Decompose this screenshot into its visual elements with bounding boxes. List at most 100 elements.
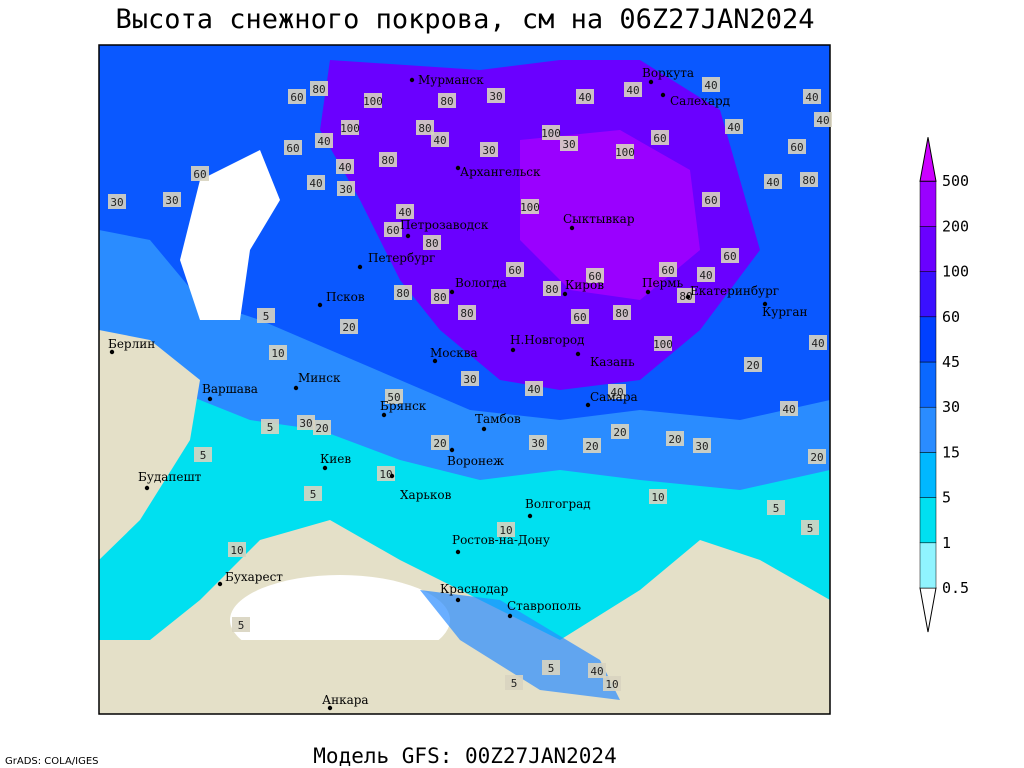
city-dot (405, 233, 411, 239)
contour-label: 20 (613, 426, 626, 439)
contour-label: 60 (508, 264, 521, 277)
contour-label-box (284, 140, 302, 155)
city-dot (660, 92, 666, 98)
contour-label: 100 (363, 95, 383, 108)
title: Высота снежного покрова, см на 06Z27JAN2… (116, 4, 815, 35)
contour-label: 80 (312, 83, 325, 96)
city-label: Киров (565, 278, 604, 292)
contour-label-box (228, 542, 246, 557)
contour-label-box (721, 248, 739, 263)
contour-label-box (384, 222, 402, 237)
contour-label-box (702, 192, 720, 207)
model-label: Модель GFS: 00Z27JAN2024 (313, 744, 616, 768)
contour-label-box (385, 389, 403, 404)
colorbar-box (919, 226, 937, 272)
contour-label: 30 (562, 138, 575, 151)
contour-label: 40 (610, 386, 623, 399)
contour-label: 40 (816, 114, 829, 127)
contour-label-box (603, 676, 621, 691)
contour-label: 40 (766, 176, 779, 189)
contour-label: 10 (271, 347, 284, 360)
contour-label: 5 (263, 310, 270, 323)
city-label: Псков (326, 290, 365, 304)
contour-label-box (341, 120, 359, 135)
city-dot (575, 351, 581, 357)
contour-label: 80 (425, 237, 438, 250)
city-label: Вологда (455, 276, 507, 290)
contour-label: 5 (511, 677, 518, 690)
colorbar-label: 0.5 (942, 579, 969, 597)
contour-label: 40 (433, 134, 446, 147)
contour-label-box (571, 309, 589, 324)
contour-label: 80 (396, 287, 409, 300)
colorbar-label: 15 (942, 443, 960, 461)
contour-label-box (431, 435, 449, 450)
contour-label-box (764, 174, 782, 189)
contour-label: 20 (315, 422, 328, 435)
city-label: Петрозаводск (400, 218, 489, 232)
contour-label-box (788, 139, 806, 154)
contour-label: 30 (482, 144, 495, 157)
contour-label: 40 (317, 135, 330, 148)
contour-label: 60 (790, 141, 803, 154)
city-dot (569, 225, 575, 231)
contour-label: 5 (773, 502, 780, 515)
colorbar-box (919, 361, 937, 408)
contour-label-box (744, 357, 762, 372)
contour-label-box (194, 447, 212, 462)
contour-label: 60 (661, 264, 674, 277)
contour-label-box (313, 420, 331, 435)
contour-label: 60 (573, 311, 586, 324)
contour-label: 100 (653, 338, 673, 351)
colorbar-label: 60 (942, 308, 960, 326)
city-dot (293, 385, 299, 391)
contour-label: 60 (386, 224, 399, 237)
contour-label: 5 (200, 449, 207, 462)
city-dot (322, 465, 328, 471)
contour-label: 60 (704, 194, 717, 207)
contour-label: 30 (339, 183, 352, 196)
colorbar-label: 100 (942, 263, 969, 281)
contour-label-box (666, 431, 684, 446)
contour-label: 5 (267, 421, 274, 434)
colorbar-over (919, 137, 937, 182)
contour-label: 40 (727, 121, 740, 134)
contour-label: 30 (165, 194, 178, 207)
city-dot (645, 289, 651, 295)
contour-label: 5 (238, 619, 245, 632)
city-dot (327, 705, 333, 711)
contour-label-box (525, 381, 543, 396)
contour-label-box (340, 319, 358, 334)
contour-label-box (108, 194, 126, 209)
contour-label-box (702, 77, 720, 92)
city-dot (217, 581, 223, 587)
city-label: Волгоград (525, 497, 591, 511)
contour-label: 100 (541, 127, 561, 140)
contour-label: 60 (723, 250, 736, 263)
contour-label-box (315, 133, 333, 148)
contour-label: 80 (433, 291, 446, 304)
map-frame (98, 44, 831, 715)
contour-label: 60 (193, 168, 206, 181)
contour-label: 100 (615, 146, 635, 159)
city-dot (507, 613, 513, 619)
contour-label-box (438, 93, 456, 108)
contour-label: 30 (110, 196, 123, 209)
contour-label-box (649, 489, 667, 504)
contour-label: 80 (418, 122, 431, 135)
contour-label-box (480, 142, 498, 157)
contour-label-box (431, 289, 449, 304)
contour-label-box (431, 132, 449, 147)
contour-label-box (521, 199, 539, 214)
contour-label: 60 (588, 270, 601, 283)
contour-label-box (257, 308, 275, 323)
colorbar-box (919, 497, 937, 544)
contour-label: 60 (653, 132, 666, 145)
city-label: Краснодар (440, 582, 509, 596)
contour-label-box (560, 136, 578, 151)
contour-label-box (814, 112, 832, 127)
city-dot (144, 485, 150, 491)
city-label: Минск (298, 371, 341, 385)
